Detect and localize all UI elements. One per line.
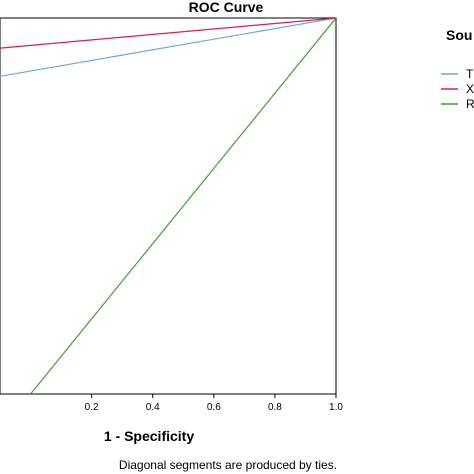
x-tick-label: 0.8	[268, 402, 282, 413]
x-axis-ticks: 0.2 0.4 0.6 0.8 1.0	[85, 394, 343, 413]
series-line-x	[0, 18, 336, 49]
footnote: Diagonal segments are produced by ties.	[119, 458, 337, 472]
x-axis-label: 1 - Specificity	[104, 428, 194, 444]
series-layer	[0, 18, 336, 394]
x-tick-label: 0.6	[207, 402, 221, 413]
series-line-t	[0, 18, 336, 77]
x-tick-label: 0.4	[146, 402, 160, 413]
legend-label-r: R	[466, 97, 474, 111]
plot-frame	[0, 17, 337, 395]
legend: TXR	[441, 67, 474, 111]
series-line-r	[29, 18, 336, 394]
x-tick-label: 1.0	[329, 402, 343, 413]
legend-label-t: T	[466, 67, 474, 81]
chart-title: ROC Curve	[189, 0, 264, 15]
x-tick-label: 0.2	[85, 402, 99, 413]
legend-title: Sou	[446, 27, 472, 43]
legend-label-x: X	[466, 82, 474, 96]
